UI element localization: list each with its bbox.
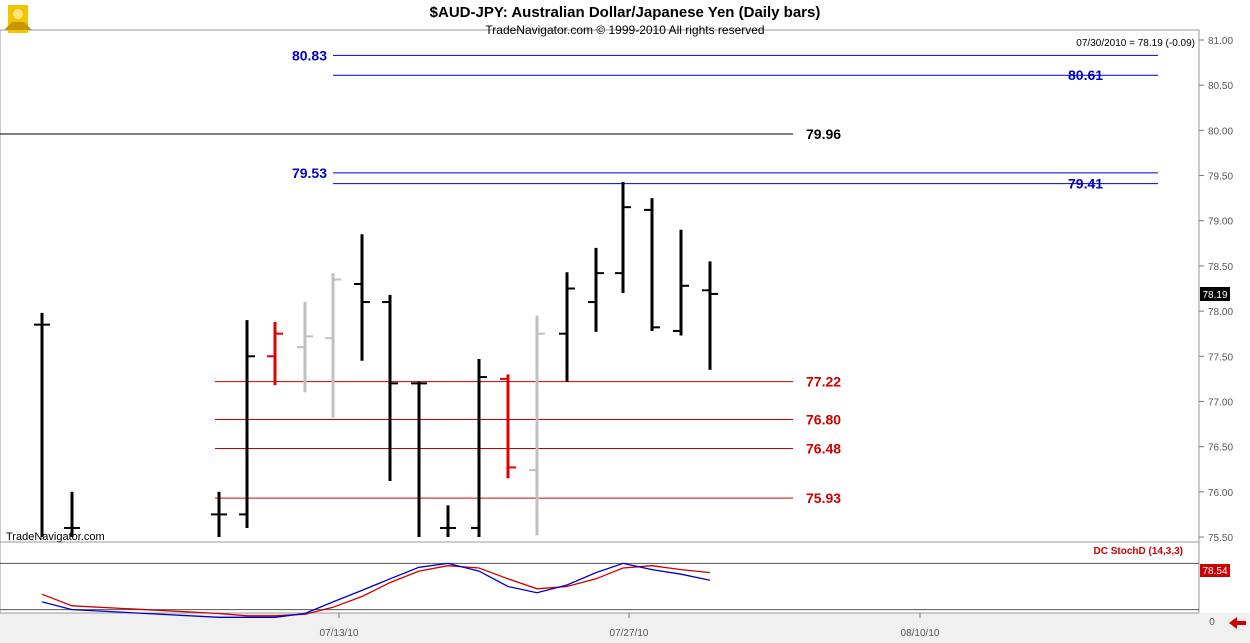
x-tick-label: 07/27/10 (610, 628, 649, 639)
ohlc-bar (239, 320, 255, 528)
last-price-text: 78.19 (1202, 290, 1227, 301)
last-quote-label: 07/30/2010 = 78.19 (-0.09) (1076, 38, 1195, 49)
indicator-value-tag (1200, 564, 1230, 577)
x-tick-label: 07/13/10 (320, 628, 359, 639)
y-tick-label: 76.50 (1208, 443, 1233, 454)
y-tick-label: 75.50 (1208, 533, 1233, 544)
ohlc-bar (440, 505, 456, 537)
indicator-label: DC StochD (14,3,3) (1094, 546, 1183, 557)
ohlc-bar (500, 374, 516, 479)
date-axis-area (0, 613, 1250, 643)
ohlc-bar (615, 181, 631, 294)
level-label-80-61: 80.61 (1068, 67, 1103, 83)
ohlc-bar (673, 229, 689, 336)
y-tick-label: 78.50 (1208, 262, 1233, 273)
x-tick-label: 08/10/10 (901, 628, 940, 639)
level-label-79-41: 79.41 (1068, 176, 1103, 192)
level-label-77-22: 77.22 (806, 374, 841, 390)
ohlc-bar (471, 358, 487, 537)
watermark-label: TradeNavigator.com (6, 531, 105, 543)
level-label-79-53: 79.53 (292, 165, 327, 181)
stoch-d-line (41, 565, 711, 617)
level-label-80-83: 80.83 (292, 47, 327, 63)
level-label-76-80: 76.80 (806, 412, 841, 428)
ohlc-bar (354, 234, 370, 361)
indicator-scale-zero: 0 (1209, 617, 1215, 628)
indicator-value-text: 78.54 (1202, 566, 1227, 577)
ohlc-bar (588, 247, 604, 332)
chart-title: $AUD-JPY: Australian Dollar/Japanese Yen… (430, 4, 821, 21)
scroll-left-arrow-icon[interactable] (1226, 616, 1248, 630)
ohlc-bar (382, 294, 398, 481)
y-tick-label: 78.00 (1208, 307, 1233, 318)
ohlc-bar (529, 315, 545, 536)
stoch-k-line (41, 562, 711, 618)
level-label-76-48: 76.48 (806, 440, 841, 456)
y-tick-label: 80.50 (1208, 81, 1233, 92)
tradenavigator-logo-icon (4, 5, 32, 33)
level-label-79-96: 79.96 (806, 126, 841, 142)
level-label-75-93: 75.93 (806, 490, 841, 506)
y-tick-label: 79.00 (1208, 217, 1233, 228)
ohlc-bar (702, 261, 718, 370)
ohlc-bar (267, 321, 283, 386)
ohlc-bar (64, 491, 80, 537)
y-tick-label: 81.00 (1208, 36, 1233, 47)
last-price-tag (1200, 287, 1230, 301)
ohlc-bar (325, 273, 341, 418)
y-tick-label: 76.00 (1208, 488, 1233, 499)
y-tick-label: 80.00 (1208, 126, 1233, 137)
chart-subtitle: TradeNavigator.com © 1999-2010 All right… (485, 23, 764, 37)
ohlc-bar (211, 491, 227, 537)
ohlc-bar (411, 381, 427, 537)
ohlc-bar (34, 312, 50, 537)
y-tick-label: 79.50 (1208, 172, 1233, 183)
plot-frame (0, 29, 1200, 614)
y-tick-label: 77.00 (1208, 397, 1233, 408)
ohlc-bar (297, 302, 313, 393)
y-tick-label: 77.50 (1208, 352, 1233, 363)
ohlc-bar (559, 272, 575, 382)
ohlc-bar (644, 198, 660, 331)
